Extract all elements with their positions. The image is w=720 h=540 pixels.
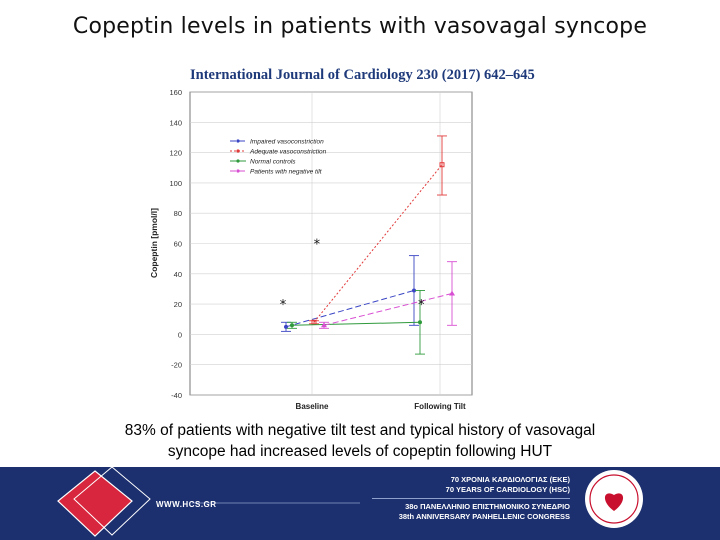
legend-marker: [236, 139, 240, 143]
footer-separator: [372, 498, 570, 499]
grid-lines: [190, 91, 472, 396]
website-link[interactable]: WWW.HCS.GR: [156, 500, 217, 509]
annotation-layer: * * *: [280, 238, 425, 314]
data-point: [439, 162, 445, 168]
footer-line-3: 38ο ΠΑΝΕΛΛΗΝΙΟ ΕΠΙΣΤΗΜΟΝΙΚΟ ΣΥΝΕΔΡΙΟ: [405, 502, 570, 511]
significance-marker: *: [314, 238, 321, 253]
legend-marker: [236, 149, 240, 153]
footer-graphics: [57, 467, 643, 537]
legend-item: Normal controls: [230, 159, 296, 166]
legend-marker: [236, 159, 240, 163]
y-tick-label: 120: [169, 149, 182, 158]
y-tick-label: -40: [171, 391, 182, 400]
society-emblem-icon: [585, 470, 643, 528]
data-point: [321, 322, 327, 328]
legend-item: Adequate vasoconstriction: [230, 149, 327, 156]
significance-marker: *: [280, 298, 287, 313]
data-point: [311, 319, 317, 325]
series-adequate-vasoconstriction: [309, 135, 447, 325]
footer-line-1: 70 ΧΡΟΝΙΑ ΚΑΡΔΙΟΛΟΓΙΑΣ (ΕΚΕ): [450, 475, 570, 484]
congress-text: 70 ΧΡΟΝΙΑ ΚΑΡΔΙΟΛΟΓΙΑΣ (ΕΚΕ) 70 YEARS OF…: [372, 475, 570, 522]
y-tick-label: 60: [174, 240, 182, 249]
y-tick-label: 80: [174, 209, 182, 218]
y-tick-label: 160: [169, 88, 182, 97]
y-tick-label: 140: [169, 118, 182, 127]
x-tick-labels: Baseline Following Tilt: [296, 402, 466, 411]
slide-caption: 83% of patients with negative tilt test …: [60, 420, 660, 462]
x-tick-label: Baseline: [296, 402, 329, 411]
y-tick-label: 0: [178, 330, 182, 339]
series-layer: [281, 135, 457, 355]
data-point: [418, 320, 422, 325]
slide-title: Copeptin levels in patients with vasovag…: [72, 14, 648, 39]
y-tick-label: -20: [171, 361, 182, 370]
footer-banner: WWW.HCS.GR 70 ΧΡΟΝΙΑ ΚΑΡΔΙΟΛΟΓΙΑΣ (ΕΚΕ) …: [0, 467, 720, 540]
y-tick-labels: -40 -20 0 20 40 60 80 100 120 140 160: [169, 88, 182, 400]
diamond-logo-icon: [57, 470, 133, 537]
data-point: [290, 323, 294, 328]
legend-label: Impaired vasoconstriction: [250, 139, 324, 146]
caption-line-2: syncope had increased levels of copeptin…: [167, 443, 553, 460]
y-axis-label: Copeptin [pmol/l]: [149, 208, 159, 278]
legend-label: Normal controls: [250, 159, 296, 166]
legend-label: Patients with negative tilt: [250, 169, 323, 176]
legend-item: Patients with negative tilt: [230, 169, 323, 176]
y-tick-label: 20: [174, 300, 182, 309]
diamond-outline-icon: [73, 467, 151, 536]
footer-line-2: 70 YEARS OF CARDIOLOGY (HSC): [445, 485, 570, 494]
data-point: [284, 324, 288, 329]
footer-line-4: 38th ANNIVERSARY PANHELLENIC CONGRESS: [398, 512, 570, 521]
caption-line-1: 83% of patients with negative tilt test …: [124, 422, 596, 439]
y-tick-label: 40: [174, 270, 182, 279]
series-patients-with-negative-tilt: [319, 261, 457, 329]
data-point: [449, 290, 455, 296]
legend-marker: [236, 169, 240, 173]
series-line: [285, 289, 415, 328]
series-line: [291, 321, 421, 326]
data-point: [412, 288, 416, 293]
legend: Impaired vasoconstriction Adequate vasoco…: [230, 139, 327, 176]
journal-reference: International Journal of Cardiology 230 …: [190, 67, 535, 83]
significance-marker: *: [418, 298, 425, 313]
series-line: [313, 164, 443, 323]
legend-item: Impaired vasoconstriction: [230, 139, 324, 146]
legend-label: Adequate vasoconstriction: [249, 149, 327, 156]
series-line: [323, 293, 453, 326]
y-tick-label: 100: [169, 179, 182, 188]
x-tick-label: Following Tilt: [414, 402, 466, 411]
